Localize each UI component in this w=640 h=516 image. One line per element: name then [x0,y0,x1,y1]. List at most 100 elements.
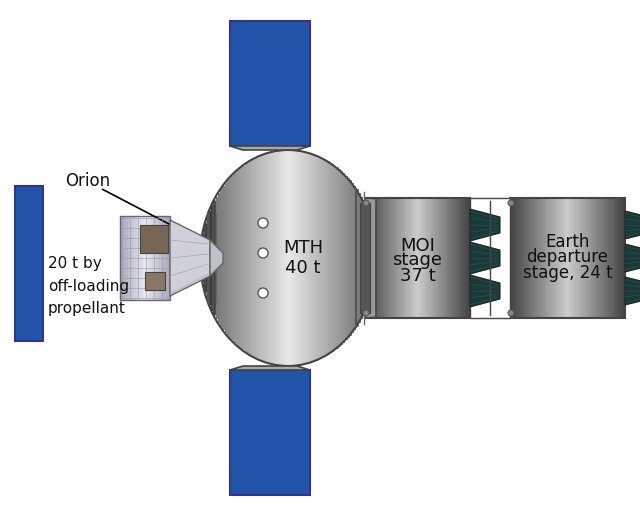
Bar [131,216,132,300]
Bar [168,216,169,300]
Bar [372,198,374,318]
Bar [300,151,303,365]
Text: Earth: Earth [545,233,589,251]
Bar [429,198,432,318]
Text: Orion: Orion [65,172,110,190]
Bar [291,150,294,366]
Bar [564,198,566,318]
Bar [354,186,356,330]
Bar [621,198,623,318]
Bar [160,216,161,300]
Polygon shape [470,242,500,274]
Bar [165,216,166,300]
Bar [312,154,314,362]
Bar [139,216,141,300]
Bar [148,216,150,300]
Bar [124,216,125,300]
Bar [211,205,213,311]
Bar [351,183,354,333]
Bar [230,21,310,146]
Bar [327,161,330,355]
Bar [264,154,268,362]
Bar [465,198,467,318]
Bar [145,216,147,300]
Bar [249,161,252,355]
Bar [205,223,207,293]
Bar [360,203,370,313]
Bar [166,216,168,300]
Polygon shape [365,198,376,318]
Bar [309,153,312,363]
Bar [278,151,281,365]
Bar [468,198,470,318]
Bar [132,216,133,300]
Bar [218,193,221,323]
Bar [236,171,238,345]
Bar [149,216,150,300]
Bar [428,198,430,318]
Bar [452,198,455,318]
Bar [600,198,602,318]
Bar [525,198,528,318]
Bar [287,150,289,366]
Bar [400,198,403,318]
Bar [204,229,205,287]
Bar [212,202,214,314]
Bar [372,229,374,287]
Bar [367,198,369,318]
Bar [132,216,134,300]
Circle shape [508,310,514,316]
Bar [595,198,596,318]
Bar [253,158,256,358]
Bar [157,216,158,300]
Bar [365,205,367,311]
Bar [554,198,557,318]
Bar [267,153,269,363]
Bar [371,198,372,318]
Bar [384,198,387,318]
Bar [535,198,538,318]
Bar [431,198,434,318]
Bar [336,167,339,349]
Bar [589,198,591,318]
Bar [347,178,349,338]
Bar [206,219,208,297]
Bar [256,157,259,359]
Bar [156,216,157,300]
Bar [169,216,170,300]
Bar [342,173,346,343]
Bar [138,216,139,300]
Bar [141,216,143,300]
Bar [143,216,144,300]
Bar [209,211,211,305]
Bar [572,198,573,318]
Bar [612,198,614,318]
Bar [209,211,212,305]
Bar [419,198,422,318]
Bar [516,198,518,318]
Text: MOI: MOI [400,237,435,255]
Bar [579,198,581,318]
Bar [314,155,316,361]
Bar [360,197,363,319]
Bar [416,198,418,318]
Bar [252,160,254,356]
Bar [529,198,532,318]
Bar [15,186,43,341]
Bar [133,216,134,300]
Bar [323,158,325,358]
Bar [289,150,292,366]
Bar [616,198,618,318]
Bar [463,198,465,318]
Bar [320,157,323,359]
Bar [550,198,553,318]
Bar [570,198,572,318]
Text: stage, 24 t: stage, 24 t [523,264,612,282]
Bar [154,216,155,300]
Bar [456,198,458,318]
Polygon shape [470,209,500,241]
Bar [125,216,126,300]
Bar [369,217,372,299]
Bar [620,198,621,318]
Bar [364,202,365,314]
